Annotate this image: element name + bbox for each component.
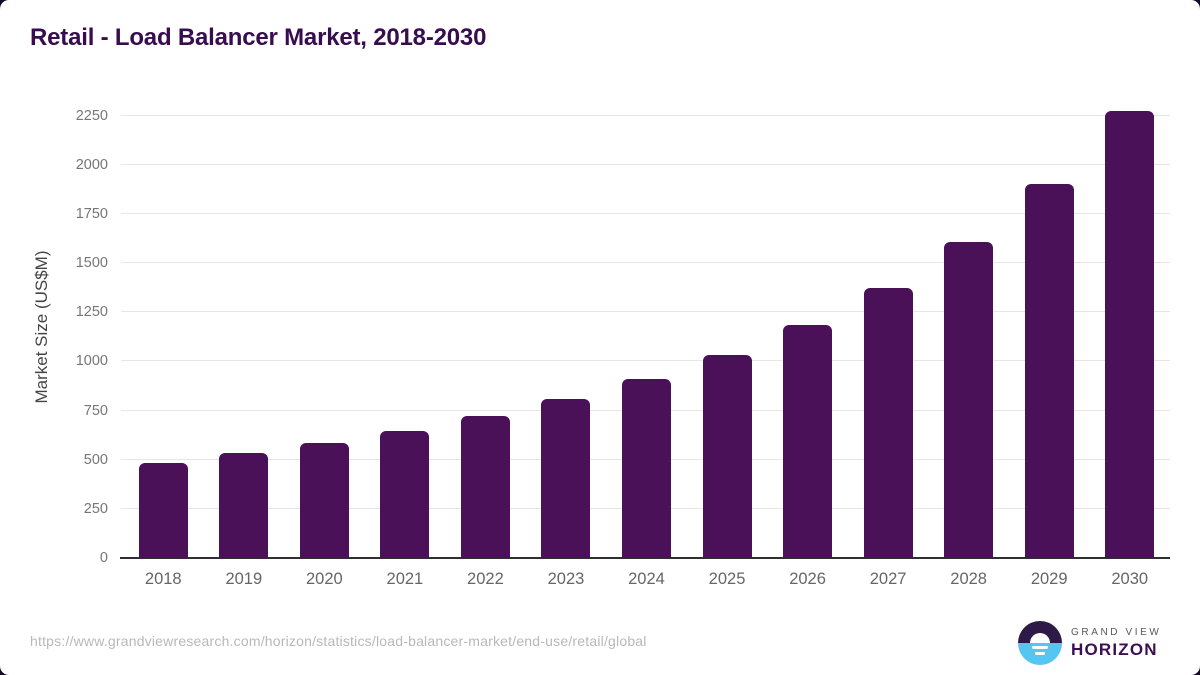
x-tick-label-2030: 2030 xyxy=(1111,570,1149,588)
x-tick-label-2026: 2026 xyxy=(789,570,826,588)
y-tick-label-1750: 1750 xyxy=(75,205,108,222)
x-tick-label-2029: 2029 xyxy=(1030,570,1068,588)
sun-reflection-line xyxy=(1032,646,1048,649)
y-tick-label-750: 750 xyxy=(83,402,108,419)
bar-2023[interactable] xyxy=(541,398,591,558)
x-tick-label-2024: 2024 xyxy=(628,570,665,588)
gridline-2000 xyxy=(121,163,1170,165)
bar-2029[interactable] xyxy=(1024,184,1074,558)
plot-area: 0 250 500 750 1000 1250 1500 1750 2000 2250 2018 20… xyxy=(76,96,1170,588)
bar-2019[interactable] xyxy=(219,452,269,558)
logo-product-name: HORIZON xyxy=(1071,640,1158,659)
x-tick-label-2027: 2027 xyxy=(869,570,907,588)
sunrise-horizon-icon xyxy=(1018,621,1062,665)
gridline-2250 xyxy=(121,114,1170,116)
bar-2022[interactable] xyxy=(460,416,510,558)
y-tick-label-1000: 1000 xyxy=(75,353,108,370)
bar-2018[interactable] xyxy=(138,462,188,558)
bar-2027[interactable] xyxy=(863,287,913,558)
source-url: https://www.grandviewresearch.com/horizo… xyxy=(30,633,647,649)
bar-2020[interactable] xyxy=(299,443,349,558)
y-tick-label-250: 250 xyxy=(83,500,108,517)
logo-brand-name: GRAND VIEW xyxy=(1071,627,1162,638)
y-tick-label-500: 500 xyxy=(83,451,108,468)
x-tick-label-2020: 2020 xyxy=(305,570,343,588)
y-tick-label-2000: 2000 xyxy=(75,156,108,173)
x-tick-label-2019: 2019 xyxy=(225,570,263,588)
gridline-1000 xyxy=(121,360,1170,362)
y-tick-label-2250: 2250 xyxy=(75,107,108,124)
grand-view-horizon-logo: GRAND VIEW HORIZON xyxy=(1018,621,1178,667)
gridline-1250 xyxy=(121,311,1170,313)
bar-2030[interactable] xyxy=(1105,110,1155,558)
x-tick-label-2025: 2025 xyxy=(708,570,746,588)
bar-2024[interactable] xyxy=(622,379,671,558)
bar-2028[interactable] xyxy=(944,242,994,558)
gridline-1750 xyxy=(121,212,1170,214)
x-axis-line xyxy=(120,557,1170,559)
y-axis-title: Market Size (US$M) xyxy=(32,250,51,404)
bar-2026[interactable] xyxy=(783,325,833,558)
x-tick-label-2021: 2021 xyxy=(386,570,424,588)
y-tick-label-0: 0 xyxy=(99,550,108,566)
x-tick-label-2018: 2018 xyxy=(144,570,182,588)
x-tick-label-2028: 2028 xyxy=(950,570,987,588)
chart-title: Retail - Load Balancer Market, 2018-2030 xyxy=(30,24,487,51)
sun-reflection-line xyxy=(1035,652,1045,655)
gridline-1500 xyxy=(121,262,1170,264)
x-tick-label-2023: 2023 xyxy=(547,570,585,588)
y-tick-label-1250: 1250 xyxy=(75,304,108,321)
y-tick-label-1500: 1500 xyxy=(75,255,108,272)
logo-text: GRAND VIEW HORIZON xyxy=(1071,627,1161,660)
bar-2021[interactable] xyxy=(380,430,430,558)
sun-shape xyxy=(1030,633,1050,643)
bar-2025[interactable] xyxy=(702,354,752,558)
x-tick-label-2022: 2022 xyxy=(467,570,504,588)
